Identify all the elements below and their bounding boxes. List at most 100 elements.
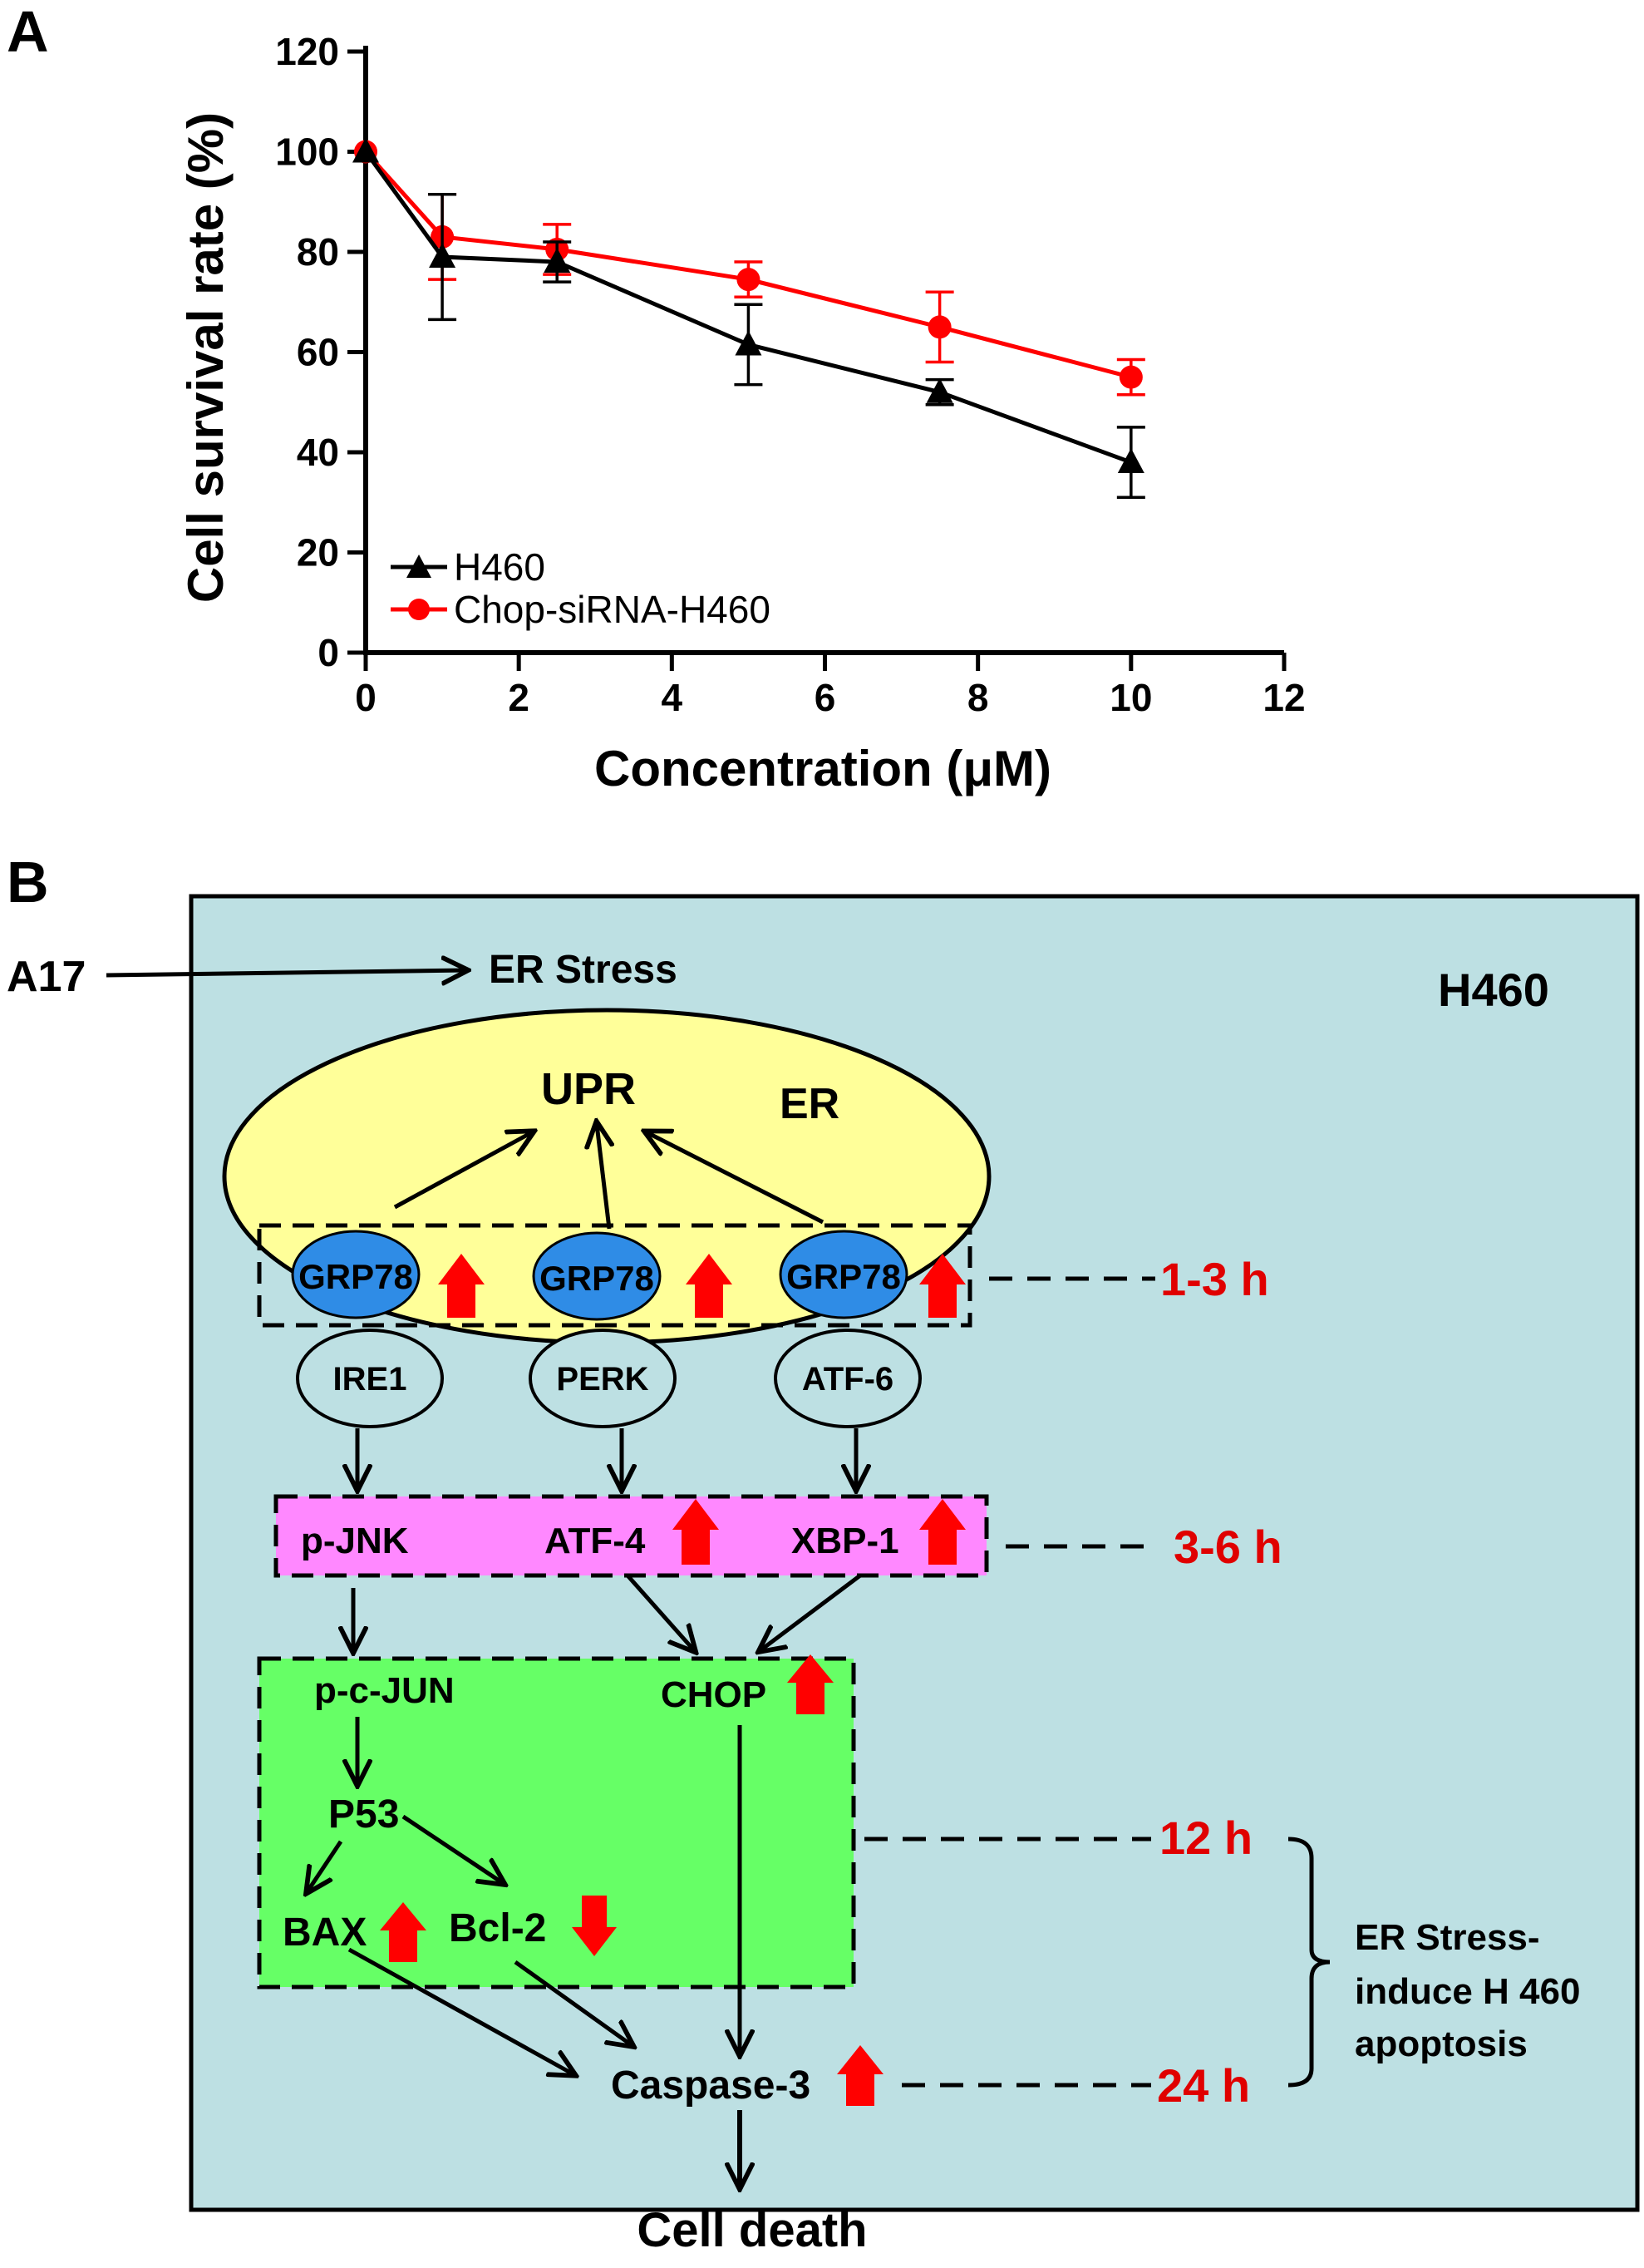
x-tick-label: 10 bbox=[1110, 676, 1152, 719]
arrow-grp78-3-to-upr bbox=[647, 1132, 824, 1225]
arrow-bax-to-caspase bbox=[347, 1947, 573, 2074]
up-arrow-icon bbox=[438, 1254, 485, 1318]
upr-label: UPR bbox=[541, 1064, 636, 1114]
triangle-marker-icon bbox=[406, 555, 431, 578]
mid-node-box bbox=[273, 1494, 989, 1578]
line-chart: 0 20 40 60 80 100 120 0 2 4 6 8 10 12 Cell survival … bbox=[178, 30, 1306, 796]
node-atf4: ATF-4 bbox=[544, 1521, 646, 1561]
sensor-ire1: IRE1 bbox=[296, 1329, 444, 1428]
legend-label-h460: H460 bbox=[454, 545, 545, 589]
node-pcjun: p-c-JUN bbox=[314, 1670, 455, 1711]
sensor-ellipse bbox=[529, 1329, 677, 1428]
series-h460 bbox=[352, 137, 1145, 499]
arrow-p53-to-bax bbox=[308, 1840, 343, 1891]
time-label-3-6h: 3-6 h bbox=[1174, 1521, 1282, 1573]
outcome-label: Cell death bbox=[637, 2203, 867, 2257]
data-point bbox=[926, 377, 953, 403]
time-bracket bbox=[1287, 1837, 1331, 2088]
grp78-group-box bbox=[257, 1223, 972, 1328]
series-line-chop-sirna-h460 bbox=[364, 150, 1132, 380]
grp78-node-2: GRP78 bbox=[532, 1231, 662, 1321]
node-xbp1: XBP-1 bbox=[791, 1521, 899, 1561]
legend-label-chop-sirna: Chop-siRNA-H460 bbox=[454, 588, 770, 631]
arrow-grp78-1-to-upr bbox=[393, 1132, 532, 1210]
legend-item-chop-sirna: Chop-siRNA-H460 bbox=[391, 588, 770, 631]
grp78-node-3: GRP78 bbox=[779, 1230, 908, 1319]
time-label-1-3h: 1-3 h bbox=[1160, 1253, 1269, 1305]
up-arrow-icon bbox=[837, 2045, 884, 2106]
arrow-bcl2-to-caspase bbox=[514, 1960, 632, 2045]
y-tick-label: 20 bbox=[297, 531, 339, 574]
sensor-ellipse bbox=[296, 1329, 444, 1428]
data-point bbox=[1117, 448, 1144, 474]
input-arrow bbox=[106, 970, 465, 975]
data-point bbox=[928, 315, 952, 339]
er-stress-pathway-diagram: A17 ER Stress H460 UPR ER GRP78 GRP78 GR… bbox=[7, 894, 1640, 2257]
data-point bbox=[352, 137, 379, 163]
grp78-ellipse bbox=[779, 1230, 908, 1319]
up-arrow-icon bbox=[919, 1499, 966, 1565]
circle-marker-icon bbox=[408, 599, 430, 620]
x-tick-label: 0 bbox=[355, 676, 377, 719]
x-ticks: 0 2 4 6 8 10 12 bbox=[355, 653, 1306, 719]
down-arrow-icon bbox=[572, 1896, 617, 1956]
series-line-h460 bbox=[363, 150, 1132, 465]
node-caspase3: Caspase-3 bbox=[611, 2063, 810, 2108]
legend: H460 Chop-siRNA-H460 bbox=[391, 545, 770, 631]
node-bcl2: Bcl-2 bbox=[449, 1906, 546, 1950]
legend-item-h460: H460 bbox=[391, 545, 545, 589]
x-tick-label: 8 bbox=[967, 676, 989, 719]
arrow-xbp1-to-chop bbox=[760, 1574, 862, 1650]
x-axis-title: Concentration (μM) bbox=[594, 741, 1051, 796]
sensor-ellipse bbox=[774, 1329, 922, 1428]
data-point bbox=[544, 248, 571, 274]
panel-a-label: A bbox=[7, 0, 49, 64]
data-point bbox=[429, 243, 456, 269]
panel-b-label: B bbox=[7, 850, 49, 915]
up-arrow-icon bbox=[787, 1654, 834, 1714]
cell-line-label: H460 bbox=[1438, 964, 1549, 1016]
node-chop: CHOP bbox=[661, 1674, 766, 1715]
time-label-12h: 12 h bbox=[1159, 1812, 1253, 1864]
bracket-line-2: induce H 460 bbox=[1355, 1971, 1580, 2012]
y-tick-label: 0 bbox=[317, 631, 339, 674]
y-tick-label: 120 bbox=[275, 30, 339, 73]
node-pjnk: p-JNK bbox=[301, 1521, 409, 1561]
y-axis-title: Cell survival rate (%) bbox=[178, 112, 234, 603]
y-ticks: 0 20 40 60 80 100 120 bbox=[275, 30, 366, 674]
arrow-p53-to-bcl2 bbox=[401, 1814, 503, 1883]
time-label-24h: 24 h bbox=[1157, 2059, 1250, 2112]
x-tick-label: 4 bbox=[662, 676, 683, 719]
series-layer bbox=[352, 137, 1145, 499]
up-arrow-icon bbox=[686, 1254, 732, 1318]
arrow-grp78-2-to-upr bbox=[597, 1124, 609, 1230]
grp78-ellipse bbox=[532, 1231, 662, 1321]
node-p53: P53 bbox=[328, 1792, 399, 1837]
sensor-label: PERK bbox=[556, 1361, 648, 1398]
y-tick-label: 60 bbox=[297, 331, 339, 374]
sensor-label: IRE1 bbox=[333, 1361, 407, 1398]
x-tick-label: 2 bbox=[508, 676, 529, 719]
sensor-label: ATF-6 bbox=[802, 1361, 893, 1398]
up-arrow-icon bbox=[919, 1254, 966, 1318]
x-tick-label: 12 bbox=[1263, 676, 1305, 719]
x-tick-label: 6 bbox=[815, 676, 836, 719]
node-bax: BAX bbox=[283, 1911, 367, 1955]
up-arrow-icon bbox=[672, 1499, 719, 1565]
bracket-line-3: apoptosis bbox=[1355, 2024, 1528, 2064]
grp78-label: GRP78 bbox=[298, 1257, 413, 1296]
sensor-perk: PERK bbox=[529, 1329, 677, 1428]
sensor-atf6: ATF-6 bbox=[774, 1329, 922, 1428]
up-arrow-icon bbox=[380, 1902, 426, 1962]
bracket-line-1: ER Stress- bbox=[1355, 1917, 1540, 1958]
grp78-ellipse bbox=[291, 1230, 421, 1319]
er-label: ER bbox=[780, 1080, 839, 1128]
data-point bbox=[736, 268, 760, 292]
green-node-box bbox=[257, 1656, 856, 1989]
input-label: A17 bbox=[7, 953, 86, 1001]
y-tick-label: 100 bbox=[275, 131, 339, 174]
grp78-label: GRP78 bbox=[786, 1257, 901, 1296]
stress-label: ER Stress bbox=[489, 948, 677, 992]
grp78-label: GRP78 bbox=[539, 1259, 654, 1298]
